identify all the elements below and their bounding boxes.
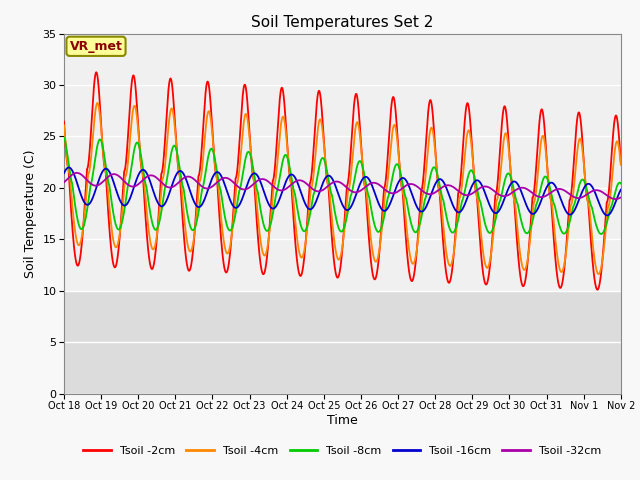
Bar	[64, 291, 621, 394]
Text: VR_met: VR_met	[70, 40, 122, 53]
Y-axis label: Soil Temperature (C): Soil Temperature (C)	[24, 149, 36, 278]
Bar	[64, 34, 621, 291]
Legend: Tsoil -2cm, Tsoil -4cm, Tsoil -8cm, Tsoil -16cm, Tsoil -32cm: Tsoil -2cm, Tsoil -4cm, Tsoil -8cm, Tsoi…	[79, 441, 606, 460]
X-axis label: Time: Time	[327, 414, 358, 427]
Title: Soil Temperatures Set 2: Soil Temperatures Set 2	[252, 15, 433, 30]
